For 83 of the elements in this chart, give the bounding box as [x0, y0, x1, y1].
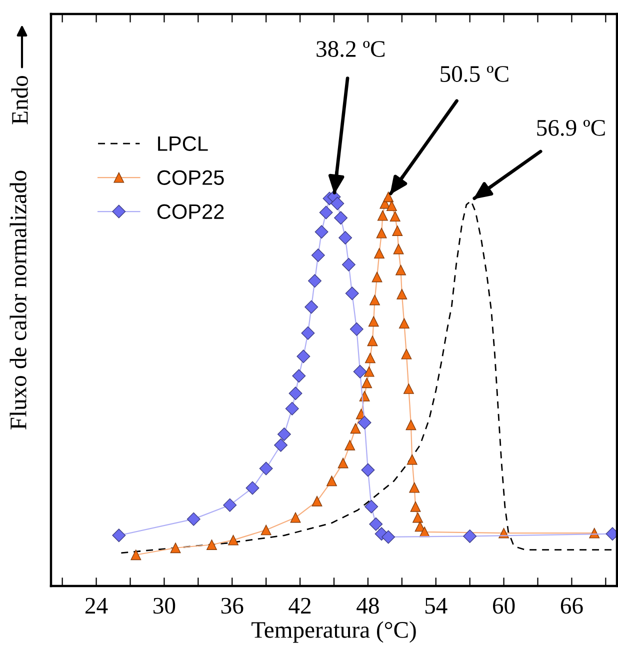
point [365, 352, 376, 364]
point [334, 211, 348, 225]
annotation: 50.5 ºC [440, 66, 508, 82]
point [260, 524, 272, 536]
point [382, 530, 396, 544]
x-tick-label: 66 [560, 598, 583, 614]
point [326, 476, 337, 486]
annotation: 38.2 ºC [316, 41, 385, 58]
point [362, 378, 372, 388]
point [274, 438, 288, 452]
point [350, 423, 361, 434]
point [296, 350, 310, 364]
point [292, 369, 306, 383]
point [345, 286, 359, 300]
x-tick-label: 54 [425, 598, 448, 614]
x-tick-label: 36 [221, 598, 244, 614]
point [463, 529, 477, 543]
point [350, 322, 364, 336]
point [130, 550, 142, 560]
point [374, 248, 384, 259]
point [361, 463, 375, 477]
point [368, 316, 379, 327]
point [259, 462, 273, 476]
point [410, 501, 421, 512]
point [412, 512, 423, 523]
x-tick-label: 48 [356, 598, 379, 614]
point [377, 210, 388, 221]
point [186, 512, 200, 526]
point [409, 482, 420, 493]
x-axis-title: Temperatura (°C) [252, 621, 416, 643]
point [390, 211, 400, 222]
x-tick-label: 60 [493, 598, 515, 614]
point [344, 440, 356, 450]
point [358, 416, 372, 430]
point [319, 206, 333, 220]
point [170, 542, 181, 554]
point [206, 540, 217, 550]
point [223, 498, 237, 512]
point [342, 258, 356, 272]
x-tick-label: 30 [154, 598, 176, 614]
point [383, 192, 394, 202]
point [112, 528, 126, 542]
point [353, 364, 367, 378]
legend-label: LPCL [158, 136, 208, 152]
point [401, 348, 412, 360]
point [364, 366, 374, 377]
point [404, 384, 414, 394]
point [330, 196, 344, 210]
annotation: 56.9 ºC [537, 120, 605, 136]
point [301, 326, 315, 340]
point [308, 274, 322, 288]
x-tick-label: 24 [86, 598, 108, 614]
point [369, 517, 383, 531]
legend-label: COP25 [157, 170, 224, 186]
point [396, 288, 408, 300]
point [392, 226, 403, 236]
point [364, 500, 378, 514]
x-tick-label: 42 [288, 598, 311, 614]
point [393, 244, 404, 254]
legend-label: COP22 [157, 204, 224, 220]
text: Endo [11, 76, 28, 124]
point [277, 428, 291, 441]
point [314, 225, 328, 239]
point [386, 200, 397, 212]
point [285, 402, 299, 416]
point [370, 294, 380, 306]
point [376, 228, 387, 238]
point [228, 534, 238, 546]
point [406, 420, 416, 430]
point [372, 272, 382, 282]
point [396, 264, 406, 276]
point [288, 386, 302, 400]
point [246, 481, 260, 495]
point [338, 458, 348, 468]
point [406, 454, 418, 465]
point [398, 318, 410, 329]
point [311, 248, 325, 262]
point [304, 300, 318, 314]
y-axis-title: Fluxo de calor normalizado [10, 170, 26, 430]
point [338, 231, 352, 244]
point [367, 336, 378, 346]
point [290, 512, 301, 523]
point [312, 496, 322, 506]
